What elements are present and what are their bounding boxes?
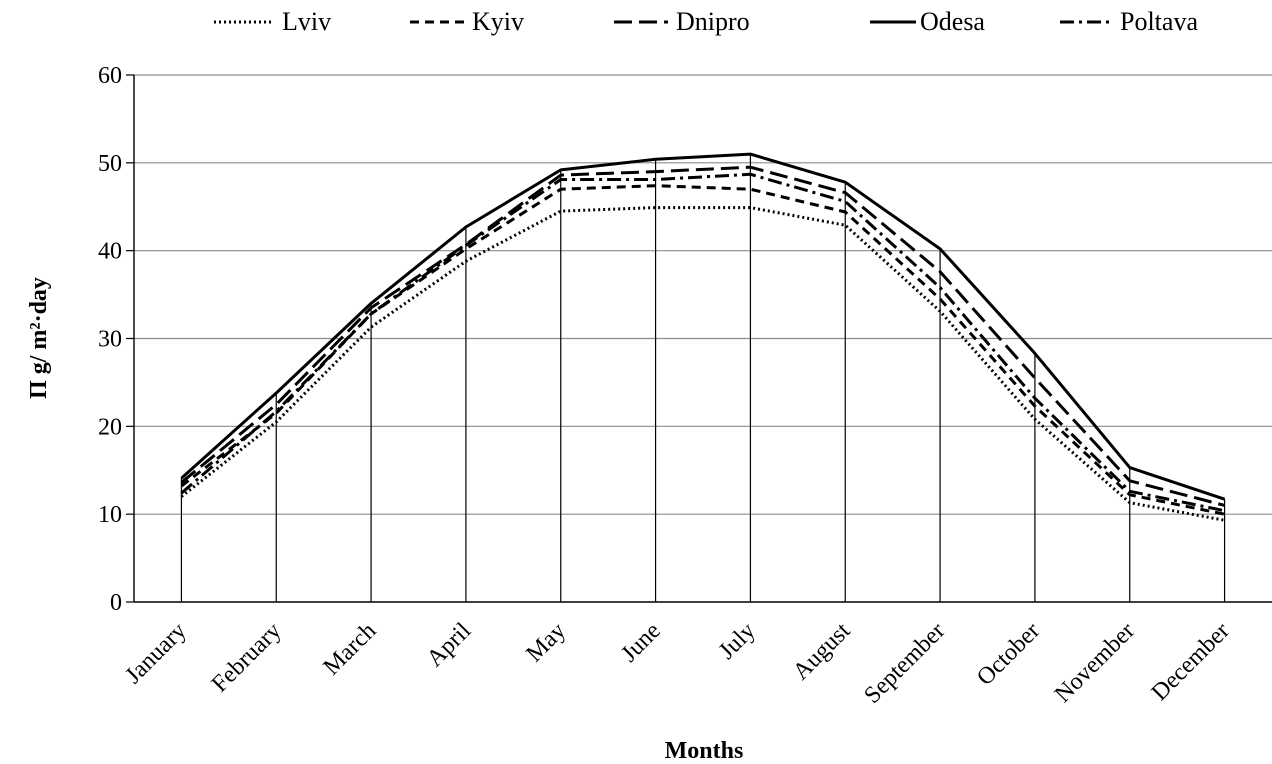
series-line-lviv <box>180 206 1225 522</box>
legend-label-dnipro: Dnipro <box>676 7 750 36</box>
x-tick-label: July <box>714 618 761 665</box>
x-tick-label: August <box>788 618 856 686</box>
y-tick-label: 10 <box>98 502 122 528</box>
axes <box>126 74 1272 603</box>
x-tick-label: June <box>616 618 665 667</box>
legend-swatch-kyiv <box>410 20 464 24</box>
legend-label-lviv: Lviv <box>282 7 332 36</box>
y-tick-label: 50 <box>98 151 122 177</box>
x-tick-label: September <box>859 618 950 709</box>
legend-swatch-lviv <box>214 20 274 24</box>
series-line-kyiv <box>180 184 1225 516</box>
x-tick-label: May <box>521 618 570 667</box>
x-tick-label: February <box>207 618 287 698</box>
legend-label-kyiv: Kyiv <box>472 7 524 36</box>
gridlines <box>134 74 1272 515</box>
y-tick-label: 0 <box>110 590 122 616</box>
x-tick-label: November <box>1050 618 1140 708</box>
x-tick-labels: January February March April May June July Augu… <box>120 618 1234 709</box>
y-axis-title: П g/ m²·day <box>26 277 52 399</box>
legend-label-poltava: Poltava <box>1120 7 1198 36</box>
legend-swatch-dnipro <box>614 20 668 24</box>
x-tick-label: January <box>120 618 191 689</box>
category-drop-lines <box>180 154 1226 602</box>
y-tick-label: 20 <box>98 414 122 440</box>
legend-swatch-poltava <box>1060 20 1112 24</box>
series-line-odesa <box>180 152 1226 501</box>
legend-item-kyiv: Kyiv <box>408 6 524 38</box>
legend-item-lviv: Lviv <box>212 6 331 38</box>
x-tick-label: December <box>1147 618 1235 706</box>
x-tick-label: March <box>319 618 382 681</box>
legend-label-odesa: Odesa <box>920 7 985 36</box>
x-tick-label: October <box>972 618 1045 691</box>
y-tick-label: 60 <box>98 63 122 89</box>
legend-item-dnipro: Dnipro <box>612 6 750 38</box>
y-tick-label: 30 <box>98 327 122 353</box>
series-lines <box>180 152 1226 522</box>
legend-item-odesa: Odesa <box>868 6 985 38</box>
legend-swatch-odesa <box>870 20 916 24</box>
legend: Lviv Kyiv Dnipro Odesa Poltava <box>0 6 1272 38</box>
x-axis-title: Months <box>665 738 744 764</box>
y-tick-labels: 0 10 20 30 40 50 60 <box>98 63 122 616</box>
series-line-dnipro <box>180 165 1225 507</box>
x-tick-label: April <box>422 618 476 672</box>
y-tick-label: 40 <box>98 239 122 265</box>
legend-item-poltava: Poltava <box>1058 6 1198 38</box>
